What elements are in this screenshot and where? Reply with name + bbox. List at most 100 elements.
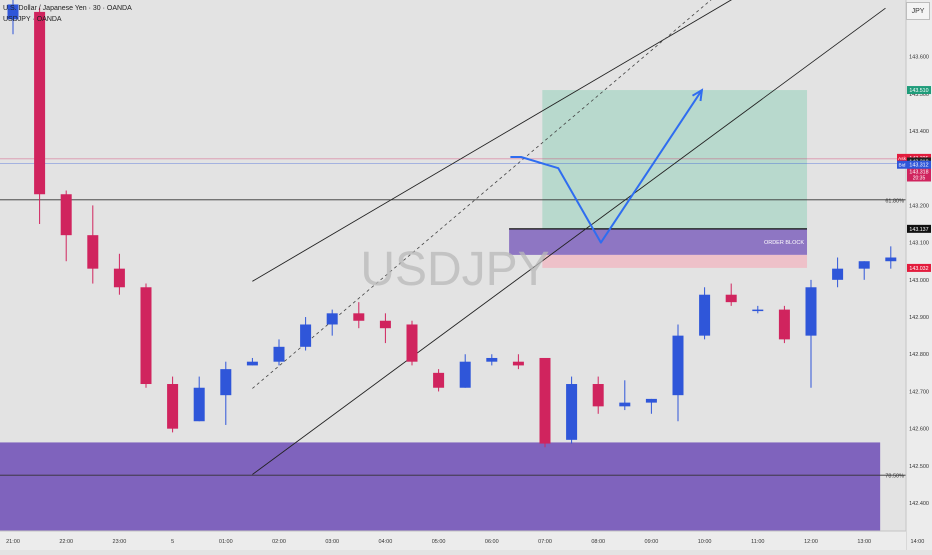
candle[interactable] bbox=[832, 257, 843, 287]
candle[interactable] bbox=[806, 280, 817, 388]
candle[interactable] bbox=[194, 377, 205, 422]
candle-body bbox=[646, 399, 657, 403]
time-tick-label: 08:00 bbox=[591, 539, 605, 545]
fib-label-0: 61.80% bbox=[885, 198, 904, 204]
time-tick-label: 04:00 bbox=[379, 539, 393, 545]
price-tick-label: 143.400 bbox=[909, 129, 929, 135]
candle[interactable] bbox=[433, 369, 444, 391]
price-tick-label: 142.900 bbox=[909, 315, 929, 321]
candle[interactable] bbox=[726, 284, 737, 306]
candle[interactable] bbox=[167, 377, 178, 433]
price-tag-bid: Bid bbox=[899, 163, 906, 169]
candle-body bbox=[593, 384, 604, 406]
candle-body bbox=[540, 358, 551, 444]
time-tick-label: 12:00 bbox=[804, 539, 818, 545]
chart-title: U.S. Dollar / Japanese Yen · 30 · OANDA bbox=[3, 5, 132, 12]
candle[interactable] bbox=[513, 354, 524, 369]
candle[interactable] bbox=[646, 399, 657, 414]
time-tick-label: 01:00 bbox=[219, 539, 233, 545]
currency-button[interactable]: JPY bbox=[906, 2, 930, 20]
zone-demand bbox=[0, 442, 880, 531]
candle[interactable] bbox=[699, 287, 710, 339]
candle-body bbox=[673, 336, 684, 396]
candle-body bbox=[34, 12, 45, 194]
candle-body bbox=[779, 310, 790, 340]
candle[interactable] bbox=[141, 284, 152, 388]
candle-body bbox=[752, 310, 763, 312]
time-tick-label: 13:00 bbox=[857, 539, 871, 545]
price-tick-label: 143.000 bbox=[909, 278, 929, 284]
candle[interactable] bbox=[327, 310, 338, 336]
candle-body bbox=[699, 295, 710, 336]
candle[interactable] bbox=[619, 380, 630, 410]
candle-body bbox=[726, 295, 737, 302]
zones-layer: ORDER BLOCK bbox=[0, 90, 880, 531]
price-label-text: 143.032 bbox=[909, 266, 928, 272]
price-tick-label: 143.600 bbox=[909, 55, 929, 61]
zone-order-block bbox=[509, 229, 807, 255]
candle[interactable] bbox=[300, 317, 311, 350]
candle[interactable] bbox=[779, 306, 790, 343]
candle[interactable] bbox=[593, 377, 604, 414]
price-tick-label: 142.800 bbox=[909, 352, 929, 358]
candle[interactable] bbox=[61, 191, 72, 262]
candle-body bbox=[859, 261, 870, 268]
candle[interactable] bbox=[407, 321, 418, 366]
price-tick-label: 142.500 bbox=[909, 464, 929, 470]
candle-body bbox=[114, 269, 125, 288]
time-tick-label: 14:00 bbox=[911, 539, 925, 545]
time-tick-label: 23:00 bbox=[113, 539, 127, 545]
candle-body bbox=[353, 313, 364, 320]
candle[interactable] bbox=[859, 261, 870, 280]
candle-body bbox=[247, 362, 258, 366]
candle-body bbox=[87, 235, 98, 268]
candle[interactable] bbox=[486, 354, 497, 365]
time-tick-label: 5 bbox=[171, 539, 174, 545]
candle[interactable] bbox=[247, 358, 258, 365]
candle[interactable] bbox=[540, 358, 551, 447]
candle[interactable] bbox=[114, 254, 125, 295]
time-tick-label: 22:00 bbox=[59, 539, 73, 545]
candle-body bbox=[460, 362, 471, 388]
candle-body bbox=[61, 194, 72, 235]
zone-stop bbox=[542, 255, 807, 268]
candle[interactable] bbox=[34, 8, 45, 224]
candle-body bbox=[194, 388, 205, 421]
time-tick-label: 11:00 bbox=[751, 539, 764, 545]
candle[interactable] bbox=[274, 339, 285, 365]
price-tick-label: 143.100 bbox=[909, 241, 929, 247]
time-tick-label: 03:00 bbox=[325, 539, 339, 545]
time-tick-label: 10:00 bbox=[698, 539, 712, 545]
candle[interactable] bbox=[87, 205, 98, 283]
symbol-watermark: USDJPY bbox=[360, 243, 549, 296]
time-tick-label: 06:00 bbox=[485, 539, 499, 545]
candle-body bbox=[513, 362, 524, 366]
price-tick-label: 142.600 bbox=[909, 427, 929, 433]
candle[interactable] bbox=[885, 246, 896, 268]
chart-subtitle: USDJPY · OANDA bbox=[3, 16, 62, 23]
candle[interactable] bbox=[353, 302, 364, 328]
price-tick-label: 143.200 bbox=[909, 203, 929, 209]
candle[interactable] bbox=[220, 362, 231, 425]
zone-label-order-block: ORDER BLOCK bbox=[764, 240, 804, 246]
candle-body bbox=[486, 358, 497, 362]
candle[interactable] bbox=[752, 306, 763, 313]
candle[interactable] bbox=[380, 313, 391, 343]
candle-body bbox=[274, 347, 285, 362]
price-label-text: 143.510 bbox=[909, 88, 928, 94]
currency-label: JPY bbox=[912, 8, 925, 15]
candle[interactable] bbox=[566, 377, 577, 444]
candle-body bbox=[167, 384, 178, 429]
candle-body bbox=[407, 324, 418, 361]
price-label-text: 143.137 bbox=[909, 227, 928, 233]
candle-body bbox=[300, 324, 311, 346]
candle[interactable] bbox=[673, 324, 684, 421]
candle-body bbox=[380, 321, 391, 328]
time-axis-bg bbox=[0, 531, 906, 550]
price-axis[interactable]: 143.600143.500143.400143.300143.200143.1… bbox=[906, 0, 932, 550]
candle[interactable] bbox=[460, 354, 471, 387]
candle-body bbox=[433, 373, 444, 388]
